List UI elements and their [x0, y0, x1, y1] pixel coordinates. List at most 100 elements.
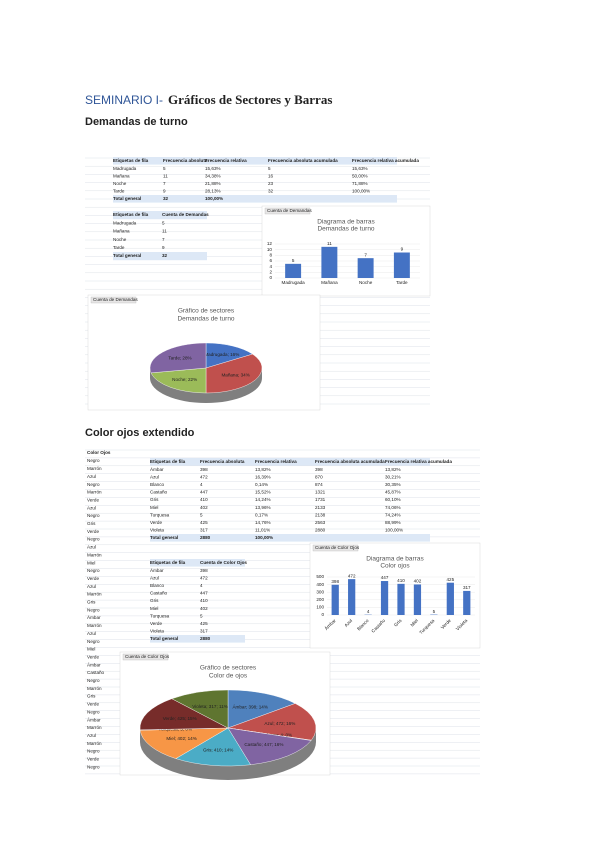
table-cell: 21,88%	[205, 181, 221, 186]
table-total-cell: Total general	[150, 535, 178, 540]
table-cell: 7	[162, 237, 165, 242]
column-header: Etiquetas de fila	[150, 459, 186, 464]
pie-slice	[139, 698, 229, 731]
bar-value-label: 11	[327, 241, 332, 246]
raw-cell: Ámbar	[87, 614, 101, 620]
table-total	[113, 195, 397, 203]
table-cell: 1731	[315, 497, 326, 502]
pie-slice	[150, 367, 207, 394]
raw-cell: Marrón	[87, 686, 102, 691]
y-tick-label: 8	[269, 253, 272, 258]
table-cell: 45,87%	[385, 490, 401, 495]
x-tick-label: Noche	[359, 280, 373, 285]
pie-slice-label: Ámbar; 398; 14%	[232, 704, 268, 710]
column-header: Cuenta de Color Ojos	[200, 560, 247, 565]
table-cell: 71,88%	[352, 181, 368, 186]
raw-cell: Marrón	[87, 592, 102, 597]
pie-slice	[205, 353, 263, 394]
raw-cell: Gris	[87, 521, 96, 526]
table-cell: 398	[315, 467, 323, 472]
chart-tab	[312, 544, 359, 552]
table-cell: Castaño	[150, 591, 168, 596]
table-cell: 410	[200, 598, 208, 603]
y-tick-label: 200	[316, 597, 324, 602]
raw-cell: Azul	[87, 631, 96, 636]
column-header: Frecuencia absoluta	[200, 459, 245, 464]
table-cell: 874	[315, 482, 323, 487]
raw-cell: Ámbar	[87, 661, 101, 667]
raw-cell: Miel	[87, 647, 95, 652]
column-header: Etiquetas de fila	[113, 158, 149, 163]
table-cell: 13,82%	[255, 467, 271, 472]
table-cell: 5	[162, 220, 165, 225]
table-total	[113, 252, 207, 261]
raw-cell: Negro	[87, 709, 100, 714]
table-cell: Madrugada	[113, 166, 137, 171]
table-cell: Gris	[150, 497, 159, 502]
chart-tab-label: Cuenta de Demandas	[267, 208, 312, 213]
table-cell: 5	[200, 512, 203, 517]
raw-cell: Negro	[87, 458, 100, 463]
table-total-cell: 100,00%	[255, 535, 273, 540]
bar	[446, 582, 454, 615]
y-tick-label: 100	[316, 605, 324, 610]
table-cell: Ámbar	[150, 567, 164, 573]
table-total-cell: 32	[163, 196, 169, 201]
chart-subtitle: Color de ojos	[209, 673, 248, 680]
column-header: Frecuencia absoluta acumulada	[268, 158, 338, 163]
pie-slice	[227, 689, 296, 729]
column-header: Etiquetas de fila	[113, 212, 149, 217]
bar-value-label: 5	[292, 258, 295, 263]
raw-cell: Negro	[87, 764, 100, 769]
raw-cell: Verde	[87, 529, 99, 534]
table-cell: 11	[162, 229, 167, 234]
table-header	[113, 157, 397, 165]
raw-cell: Ámbar	[87, 716, 101, 722]
y-tick-label: 4	[269, 264, 272, 269]
table-cell: 23	[268, 181, 274, 186]
raw-cell: Marrón	[87, 466, 102, 471]
table-cell: Azul	[150, 575, 159, 580]
chart-tab-label: Cuenta de Color Ojos	[125, 654, 170, 659]
table-total-cell: 100,00%	[205, 196, 223, 201]
chart-subtitle: Demandas de turno	[317, 226, 374, 233]
x-tick-label: Miel	[410, 618, 420, 628]
pie-slice	[205, 342, 254, 369]
table-cell: 425	[200, 621, 208, 626]
column-header: Frecuencia relativa acumulada	[352, 158, 419, 163]
raw-cell: Negro	[87, 568, 100, 573]
raw-cell: Negro	[87, 513, 100, 518]
raw-cell: Marrón	[87, 741, 102, 746]
table-cell: 402	[200, 505, 208, 510]
table-cell: 4	[200, 583, 203, 588]
y-tick-label: 500	[316, 574, 324, 579]
bar-value-label: 402	[414, 579, 422, 584]
table-cell: Turquesa	[150, 613, 170, 618]
raw-cell: Gris	[87, 600, 96, 605]
chart-title: Gráfico de sectores	[200, 665, 257, 672]
table-cell: 13,96%	[255, 505, 271, 510]
table-cell: 410	[200, 497, 208, 502]
x-tick-label: Madrugada	[282, 280, 306, 285]
raw-cell: Negro	[87, 607, 100, 612]
table-cell: 472	[200, 575, 208, 580]
table-cell: 15,52%	[255, 490, 271, 495]
raw-cell: Verde	[87, 757, 99, 762]
table-cell: Violeta	[150, 629, 164, 634]
raw-cell: Azul	[87, 733, 96, 738]
table-cell: 472	[200, 474, 208, 479]
table-cell: 4	[200, 482, 203, 487]
table-cell: 100,00%	[385, 528, 403, 533]
raw-cell: Marrón	[87, 552, 102, 557]
table-cell: Blanco	[150, 482, 164, 487]
table-total-cell: 2880	[200, 535, 211, 540]
table-cell: Blanco	[150, 583, 164, 588]
table-cell: Verde	[150, 621, 162, 626]
pie-slice-label: Azul; 472; 16%	[264, 721, 295, 726]
table-cell: 7	[163, 181, 166, 186]
table-cell: 447	[200, 591, 208, 596]
bar	[357, 258, 374, 278]
raw-cell: Negro	[87, 639, 100, 644]
column-header: Color Ojos	[87, 450, 111, 455]
